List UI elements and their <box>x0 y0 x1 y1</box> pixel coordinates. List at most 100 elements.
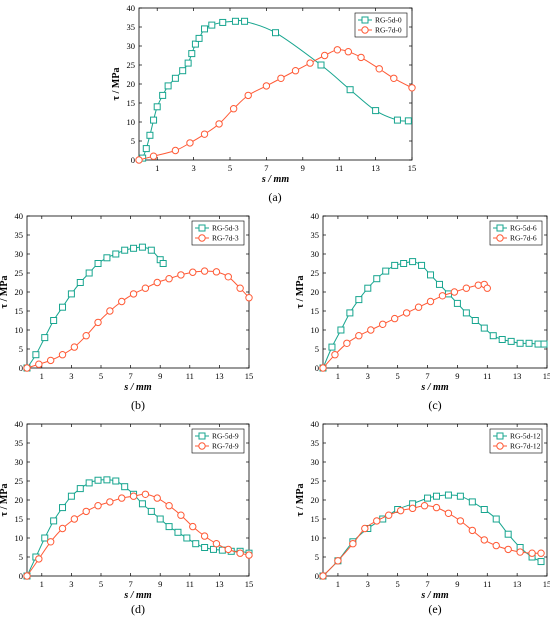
data-point-RG-7d-9 <box>165 502 173 510</box>
panel-label: (b) <box>131 398 145 412</box>
y-tick-label: 5 <box>315 552 319 562</box>
data-point-RG-7d-12 <box>420 502 429 510</box>
data-point-RG-5d-6 <box>498 336 506 343</box>
x-tick-label: 9 <box>158 371 162 381</box>
legend: RG-5d-0RG-7d-0 <box>354 12 408 38</box>
y-tick-label: 15 <box>15 514 24 524</box>
data-point-RG-5d-6 <box>409 258 417 266</box>
data-point-RG-5d-0 <box>159 91 167 99</box>
x-axis-label: s / mm <box>420 590 448 601</box>
x-tick-label: 15 <box>245 371 254 381</box>
data-point-RG-7d-6 <box>402 309 411 317</box>
data-point-RG-7d-9 <box>189 522 197 531</box>
data-point-RG-7d-6 <box>414 303 423 311</box>
legend: RG-5d-6RG-7d-6 <box>489 220 543 246</box>
data-point-RG-7d-9 <box>153 494 161 502</box>
legend-marker-RG-7d-9 <box>198 442 206 450</box>
x-tick-label: 11 <box>483 371 491 381</box>
data-point-RG-7d-6 <box>426 297 435 306</box>
data-point-RG-7d-12 <box>334 557 342 565</box>
data-point-RG-5d-9 <box>94 476 102 484</box>
x-tick-label: 11 <box>483 579 491 589</box>
data-point-RG-5d-12 <box>480 506 488 513</box>
y-axis-label: τ / MPa <box>0 484 10 517</box>
y-tick-label: 40 <box>15 211 24 221</box>
data-point-RG-5d-12 <box>537 558 545 566</box>
y-tick-label: 25 <box>311 268 320 278</box>
panel-label: (d) <box>131 602 145 616</box>
data-point-RG-7d-3 <box>245 294 253 302</box>
legend-marker-RG-5d-12 <box>496 432 504 440</box>
data-point-RG-7d-9 <box>212 540 221 548</box>
y-axis-label: τ / MPa <box>111 68 122 101</box>
legend: RG-5d-3RG-7d-3 <box>191 220 245 246</box>
y-tick-label: 40 <box>311 211 320 221</box>
y-tick-label: 5 <box>19 552 23 562</box>
data-point-RG-5d-9 <box>209 545 217 553</box>
data-point-RG-5d-12 <box>504 530 512 538</box>
x-tick-label: 1 <box>155 163 159 173</box>
data-point-RG-5d-6 <box>400 260 408 267</box>
data-point-RG-7d-3 <box>46 356 55 365</box>
x-tick-label: 5 <box>228 163 232 173</box>
y-tick-label: 20 <box>127 79 136 89</box>
y-tick-label: 15 <box>311 514 320 524</box>
data-point-RG-7d-12 <box>385 511 393 519</box>
data-point-RG-7d-3 <box>200 267 209 275</box>
data-point-RG-7d-3 <box>141 284 150 292</box>
y-tick-label: 0 <box>19 571 23 581</box>
data-point-RG-5d-3 <box>50 317 58 324</box>
x-tick-label: 15 <box>408 163 417 173</box>
data-point-RG-7d-6 <box>462 284 471 292</box>
legend-label-RG-7d-3: RG-7d-3 <box>212 234 239 243</box>
x-tick-label: 15 <box>543 579 550 589</box>
data-point-RG-7d-9 <box>129 492 138 500</box>
data-point-RG-5d-6 <box>391 261 399 269</box>
y-tick-label: 30 <box>15 249 24 259</box>
legend-marker-RG-5d-9 <box>198 432 206 440</box>
data-point-RG-7d-0 <box>344 48 352 56</box>
data-point-RG-7d-12 <box>432 503 441 512</box>
series-line-RG-7d-6 <box>322 283 488 369</box>
x-tick-label: 7 <box>264 163 268 173</box>
y-tick-label: 15 <box>311 306 320 316</box>
data-point-RG-5d-6 <box>471 317 479 324</box>
legend-marker-RG-7d-6 <box>496 234 504 242</box>
y-tick-label: 35 <box>15 230 24 240</box>
data-point-RG-7d-12 <box>504 545 512 554</box>
data-point-RG-5d-0 <box>201 25 209 33</box>
data-point-RG-7d-0 <box>215 120 223 128</box>
y-axis-label: τ / MPa <box>295 484 306 517</box>
data-point-RG-5d-3 <box>67 290 75 298</box>
data-point-RG-5d-6 <box>382 267 390 275</box>
y-tick-label: 20 <box>311 495 320 505</box>
data-point-RG-5d-9 <box>103 476 111 484</box>
data-point-RG-7d-0 <box>186 139 194 147</box>
x-tick-label: 11 <box>186 371 194 381</box>
x-tick-label: 7 <box>425 579 429 589</box>
data-point-RG-5d-6 <box>435 280 443 288</box>
data-point-RG-7d-9 <box>245 551 253 559</box>
x-tick-label: 9 <box>301 163 305 173</box>
data-point-RG-7d-6 <box>379 320 387 328</box>
y-axis-label: τ / MPa <box>295 276 306 309</box>
data-point-RG-7d-3 <box>23 364 31 372</box>
y-tick-label: 40 <box>127 3 136 13</box>
x-tick-label: 5 <box>99 371 103 381</box>
data-point-RG-5d-9 <box>201 544 209 551</box>
series-line-RG-7d-0 <box>138 49 413 161</box>
y-tick-label: 5 <box>19 344 23 354</box>
x-axis-label: s / mm <box>123 590 151 601</box>
data-point-RG-5d-0 <box>191 40 199 48</box>
x-tick-label: 3 <box>366 579 370 589</box>
y-tick-label: 30 <box>311 457 320 467</box>
data-point-RG-7d-0 <box>357 53 365 62</box>
legend-label-RG-5d-0: RG-5d-0 <box>375 16 402 25</box>
y-tick-label: 25 <box>127 60 136 70</box>
x-tick-label: 11 <box>335 163 343 173</box>
x-tick-label: 7 <box>128 371 132 381</box>
data-point-RG-7d-0 <box>244 91 252 100</box>
y-tick-label: 10 <box>15 533 24 543</box>
data-point-RG-5d-9 <box>85 479 93 487</box>
